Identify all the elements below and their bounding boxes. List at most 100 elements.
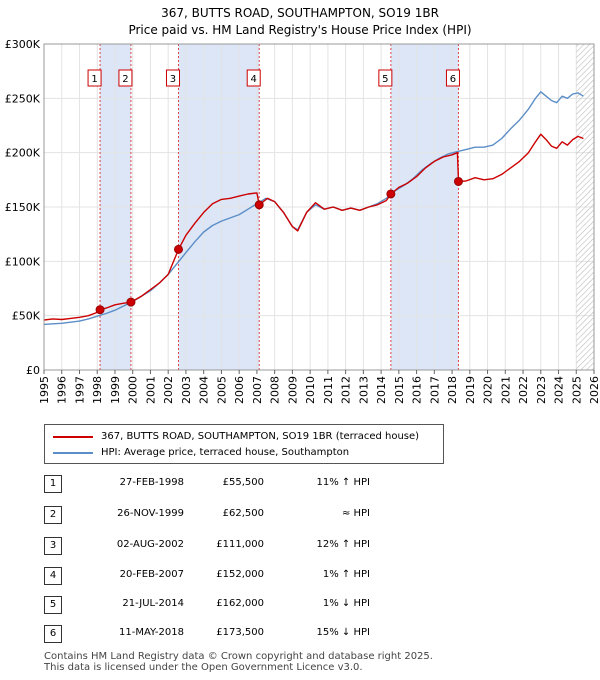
legend-swatch-property (53, 435, 93, 438)
x-tick-label: 2026 (588, 376, 600, 404)
x-tick-label: 2009 (286, 376, 299, 404)
transaction-hpi: ≈ HPI (341, 508, 370, 519)
footer-line-1: Contains HM Land Registry data © Crown c… (44, 651, 433, 662)
transaction-hpi: 11% ↑ HPI (316, 477, 370, 488)
transaction-date: 11-MAY-2018 (118, 627, 184, 638)
transaction-price: £62,500 (222, 508, 264, 519)
x-tick-label: 2021 (499, 376, 512, 404)
sale-marker-badge (378, 69, 393, 87)
x-tick-label: 2018 (446, 376, 459, 404)
sale-marker-point (173, 244, 183, 254)
transaction-date: 20-FEB-2007 (119, 569, 184, 580)
transaction-row: 4 20-FEB-2007 £152,000 1% ↑ HPI (44, 567, 444, 587)
sale-marker-badge (165, 69, 180, 87)
transaction-number: 5 (44, 596, 62, 614)
y-tick-label: £200K (5, 147, 41, 160)
x-tick-label: 2022 (517, 376, 530, 404)
x-tick-label: 1999 (109, 376, 122, 404)
transaction-price: £162,000 (216, 598, 264, 609)
transaction-price: £55,500 (222, 477, 264, 488)
legend-label-property: 367, BUTTS ROAD, SOUTHAMPTON, SO19 1BR (… (101, 431, 420, 442)
sale-marker-badge (445, 69, 460, 87)
transaction-date: 02-AUG-2002 (116, 539, 184, 550)
sale-marker-label: 5 (382, 74, 388, 85)
sale-marker-label: 3 (170, 74, 176, 85)
y-tick-label: £50K (12, 310, 41, 323)
x-tick-label: 2025 (570, 376, 583, 404)
footer-line-2: This data is licensed under the Open Gov… (44, 662, 363, 673)
transaction-price: £111,000 (216, 539, 264, 550)
sale-marker-badge (118, 69, 133, 87)
x-tick-label: 2019 (464, 376, 477, 404)
x-tick-label: 1997 (73, 376, 86, 404)
x-tick-label: 2000 (127, 376, 140, 404)
x-tick-label: 2010 (304, 376, 317, 404)
legend-label-hpi: HPI: Average price, terraced house, Sout… (101, 447, 350, 458)
y-tick-label: £300K (5, 38, 41, 51)
x-tick-label: 1998 (91, 376, 104, 404)
y-tick-label: £150K (5, 201, 41, 214)
x-tick-label: 2016 (411, 376, 424, 404)
transaction-number: 3 (44, 537, 62, 555)
x-tick-label: 2003 (180, 376, 193, 404)
x-tick-label: 2014 (375, 376, 388, 404)
y-tick-label: £100K (5, 255, 41, 268)
transaction-row: 2 26-NOV-1999 £62,500 ≈ HPI (44, 506, 444, 526)
transaction-row: 1 27-FEB-1998 £55,500 11% ↑ HPI (44, 475, 444, 495)
sale-marker-label: 4 (251, 74, 257, 85)
legend-item-property: 367, BUTTS ROAD, SOUTHAMPTON, SO19 1BR (… (53, 431, 419, 442)
x-tick-label: 2023 (535, 376, 548, 404)
x-tick-label: 2001 (144, 376, 157, 404)
sale-marker-label: 6 (450, 74, 456, 85)
x-tick-label: 2013 (357, 376, 370, 404)
transaction-number: 4 (44, 567, 62, 585)
footer-attribution: Contains HM Land Registry data © Crown c… (44, 651, 433, 673)
x-tick-label: 2024 (553, 376, 566, 404)
sale-marker-point (126, 297, 136, 307)
sale-marker-point (254, 200, 264, 210)
x-tick-label: 2011 (322, 376, 335, 404)
transaction-hpi: 15% ↓ HPI (316, 627, 370, 638)
sale-marker-point (386, 189, 396, 199)
transaction-price: £152,000 (216, 569, 264, 580)
x-tick-label: 1995 (38, 376, 51, 404)
chart-subtitle: Price paid vs. HM Land Registry's House … (128, 23, 472, 37)
sale-marker-badge (246, 69, 261, 87)
x-tick-label: 2008 (269, 376, 282, 404)
transaction-row: 6 11-MAY-2018 £173,500 15% ↓ HPI (44, 625, 444, 645)
x-tick-label: 2005 (215, 376, 228, 404)
sale-marker-badge (87, 69, 102, 87)
x-tick-label: 2012 (340, 376, 353, 404)
legend-swatch-hpi (53, 451, 93, 454)
sale-marker-point (453, 176, 463, 186)
sale-marker-label: 2 (122, 74, 128, 85)
x-tick-label: 2020 (482, 376, 495, 404)
future-hatch (576, 44, 594, 370)
x-tick-label: 2007 (251, 376, 264, 404)
price-chart: 1 2 3 4 5 6 £0 £50K £100K £150K £200K £250K £300K 1… (5, 38, 600, 404)
transaction-row: 5 21-JUL-2014 £162,000 1% ↓ HPI (44, 596, 444, 616)
property-series-line (43, 133, 584, 321)
legend-item-hpi: HPI: Average price, terraced house, Sout… (53, 447, 349, 458)
transaction-price: £173,500 (216, 627, 264, 638)
x-tick-label: 2006 (233, 376, 246, 404)
transaction-number: 6 (44, 625, 62, 643)
transaction-date: 21-JUL-2014 (122, 598, 184, 609)
transaction-hpi: 1% ↓ HPI (322, 598, 370, 609)
chart-title: 367, BUTTS ROAD, SOUTHAMPTON, SO19 1BR (161, 6, 439, 20)
transaction-hpi: 12% ↑ HPI (316, 539, 370, 550)
x-tick-label: 2004 (198, 376, 211, 404)
x-tick-label: 1996 (56, 376, 69, 404)
transaction-row: 3 02-AUG-2002 £111,000 12% ↑ HPI (44, 537, 444, 557)
sale-marker-point (95, 305, 105, 315)
sale-marker-label: 1 (91, 74, 97, 85)
transaction-number: 1 (44, 475, 62, 493)
transaction-date: 27-FEB-1998 (119, 477, 184, 488)
chart-legend: 367, BUTTS ROAD, SOUTHAMPTON, SO19 1BR (… (44, 424, 444, 464)
transaction-hpi: 1% ↑ HPI (322, 569, 370, 580)
y-tick-label: £250K (5, 92, 41, 105)
x-tick-label: 2017 (428, 376, 441, 404)
transaction-number: 2 (44, 506, 62, 524)
x-tick-label: 2015 (393, 376, 406, 404)
x-tick-label: 2002 (162, 376, 175, 404)
